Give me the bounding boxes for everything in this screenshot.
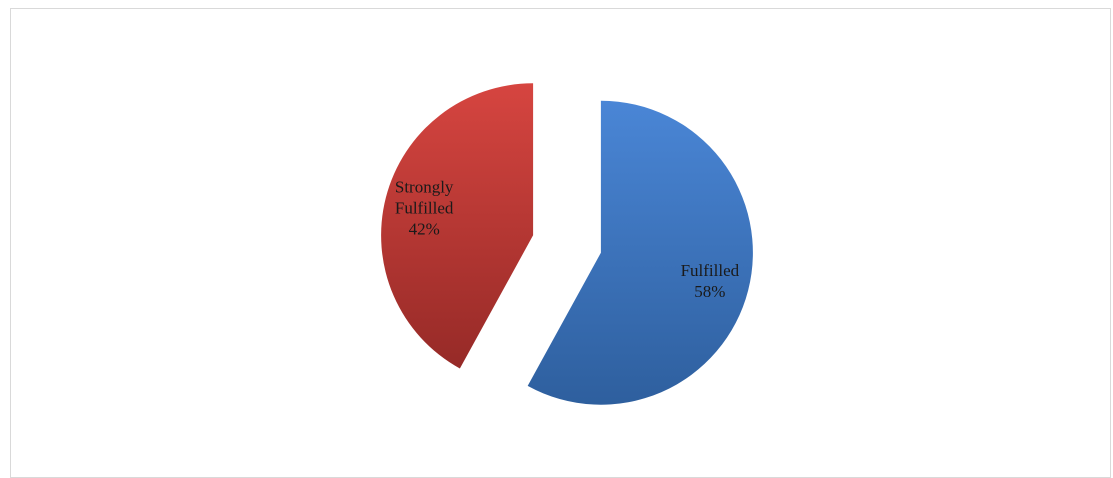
pie-label-name: Fulfilled <box>395 198 454 217</box>
pie-label-name: Fulfilled <box>681 261 740 280</box>
pie-slice-strongly-fulfilled <box>381 83 534 369</box>
pie-slices <box>381 83 753 405</box>
pie-label-name: Strongly <box>395 177 454 196</box>
pie-label-strongly-fulfilled: Strongly Fulfilled 42% <box>395 177 454 238</box>
pie-slice-fulfilled <box>527 100 753 405</box>
pie-label-fulfilled: Fulfilled 58% <box>681 261 740 301</box>
pie-label-percent: 58% <box>694 282 725 301</box>
pie-labels: Fulfilled 58% Strongly Fulfilled 42% <box>395 177 740 301</box>
pie-label-percent: 42% <box>409 219 440 238</box>
chart-frame <box>10 8 1111 478</box>
